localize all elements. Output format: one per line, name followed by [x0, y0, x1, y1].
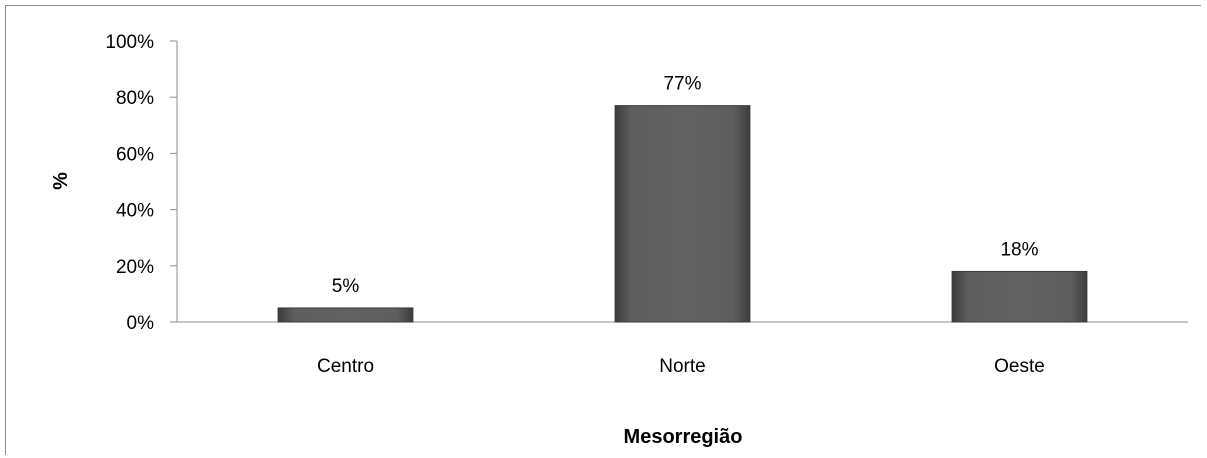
- category-label-centro: Centro: [317, 356, 374, 377]
- category-labels: Centro Norte Oeste: [317, 356, 1045, 377]
- x-axis-title: Mesorregião: [624, 426, 743, 448]
- y-tick-label: 40%: [116, 201, 154, 222]
- chart-frame: [5, 5, 1201, 455]
- y-tick-label: 100%: [105, 32, 154, 53]
- y-tick-label: 20%: [116, 257, 154, 278]
- bar-oeste: [951, 270, 1088, 323]
- y-tick-label: 0%: [127, 313, 155, 334]
- category-label-norte: Norte: [659, 356, 705, 377]
- data-label-norte: 77%: [663, 74, 701, 95]
- data-label-centro: 5%: [332, 276, 360, 297]
- y-tick-label: 80%: [116, 88, 154, 109]
- y-tick-label: 60%: [116, 144, 154, 165]
- bar-norte: [614, 105, 751, 323]
- bar-centro: [277, 307, 414, 323]
- category-label-oeste: Oeste: [994, 356, 1045, 377]
- y-ticks: 0% 20% 40% 60% 80% 100%: [105, 32, 177, 334]
- y-axis-title: %: [50, 172, 72, 190]
- data-label-oeste: 18%: [1000, 239, 1038, 260]
- data-labels: 5% 77% 18%: [332, 74, 1039, 297]
- bars: [277, 105, 1088, 323]
